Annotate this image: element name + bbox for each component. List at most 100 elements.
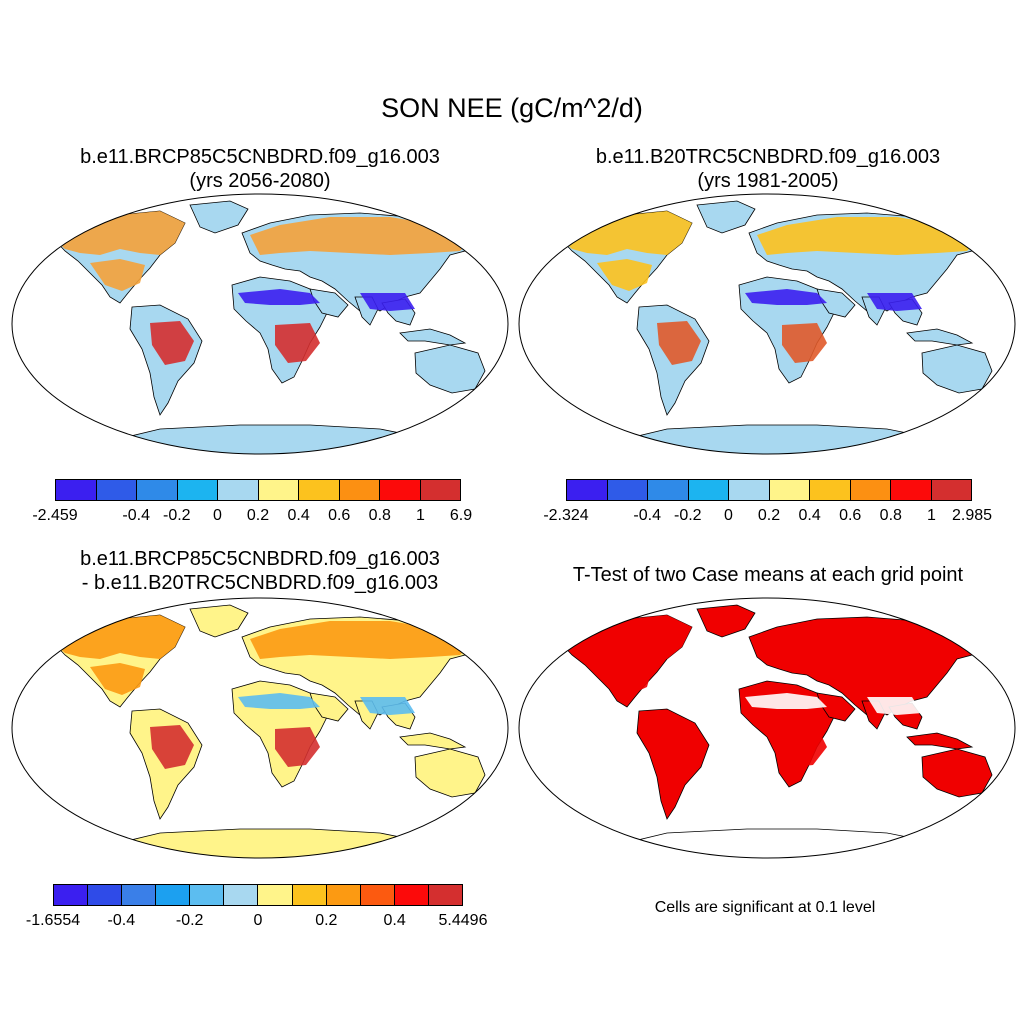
field-region-north — [50, 615, 472, 659]
panel-1-title: b.e11.BRCP85C5CNBDRD.f09_g16.003 (yrs 20… — [10, 145, 510, 193]
colorbar-tick-label: 0.2 — [315, 912, 338, 929]
landmass-indonesia — [906, 328, 974, 346]
map-panel-3 — [11, 597, 509, 859]
colorbar-swatch — [190, 885, 225, 905]
field-region-north — [557, 211, 979, 255]
map-border — [11, 193, 509, 455]
colorbar-tick-label: 0.2 — [246, 507, 270, 524]
colorbar-swatch — [258, 480, 299, 500]
colorbar-swatch — [769, 480, 810, 500]
landmass-newZealand — [1004, 784, 1015, 802]
colorbar-swatch — [729, 480, 770, 500]
colorbar-swatch — [56, 480, 97, 500]
colorbar-tick-label: 0.4 — [798, 507, 821, 524]
colorbar-tick-label: 0.8 — [879, 507, 902, 524]
colorbar-tick-label: 0.6 — [839, 507, 862, 524]
landmass-newZealand — [1004, 380, 1015, 398]
colorbar-swatch — [258, 885, 293, 905]
colorbar-swatch — [224, 885, 259, 905]
landmass-greenland — [189, 200, 249, 234]
colorbar-tick-label: 0.4 — [287, 507, 310, 524]
panel-4-title: T-Test of two Case means at each grid po… — [518, 563, 1018, 587]
map-panel-1 — [11, 193, 509, 455]
significance-note: Cells are significant at 0.1 level — [654, 899, 876, 916]
colorbar-swatch — [137, 480, 178, 500]
field-region-tropics — [745, 289, 922, 311]
colorbar-swatch — [850, 480, 891, 500]
panel-1-title-line2: (yrs 2056-2080) — [189, 170, 331, 192]
colorbar-swatch — [394, 885, 429, 905]
landmass-greenland — [696, 200, 756, 234]
colorbar-swatch — [810, 480, 851, 500]
colorbar-tick-label: 1 — [415, 507, 425, 524]
field-region-amazon — [657, 321, 827, 365]
field-region-northUS — [597, 259, 652, 291]
colorbar-tick-label: -0.4 — [633, 507, 661, 524]
colorbar-swatch — [567, 480, 608, 500]
colorbar-tick-label: 0.2 — [757, 507, 781, 524]
colorbar-2-labels: -2.324 -0.4 -0.2 0 0.2 0.4 0.6 0.8 1 2.985 — [543, 507, 992, 527]
panel-4-title-line1: T-Test of two Case means at each grid po… — [572, 564, 964, 586]
figure-title: SON NEE (gC/m^2/d) — [381, 93, 643, 123]
field-region-northUS — [90, 663, 145, 695]
field-region-northUS — [597, 663, 652, 695]
colorbar-swatch — [360, 885, 395, 905]
landmass-newZealand — [497, 784, 508, 802]
field-region-tropics — [238, 693, 415, 715]
colorbar-swatch — [218, 480, 259, 500]
panel-2-title: b.e11.B20TRC5CNBDRD.f09_g16.003 (yrs 198… — [518, 145, 1018, 193]
landmass-indonesia — [399, 328, 467, 346]
colorbar-tick-label: 1 — [926, 507, 936, 524]
map-border — [11, 597, 509, 859]
field-region-amazon — [657, 725, 827, 769]
colorbar-tick-label: 6.9 — [449, 507, 473, 524]
panel-3-title: b.e11.BRCP85C5CNBDRD.f09_g16.003 - b.e11… — [10, 547, 510, 595]
colorbar-swatch — [292, 885, 327, 905]
colorbar-swatch — [380, 480, 421, 500]
colorbar-tick-label: 0 — [253, 912, 263, 929]
colorbar-tick-label: -0.4 — [122, 507, 150, 524]
colorbar-tick-label: -0.4 — [107, 912, 136, 929]
colorbar-tick-label: -0.2 — [175, 912, 204, 929]
landmass-indonesia — [906, 732, 974, 750]
colorbar-tick-label: 0 — [723, 507, 733, 524]
landmass-greenland — [189, 604, 249, 638]
map-panel-2 — [518, 193, 1016, 455]
colorbar-3 — [53, 884, 463, 906]
field-region-northUS — [90, 259, 145, 291]
colorbar-swatch — [96, 480, 137, 500]
panel-2-title-line1: b.e11.B20TRC5CNBDRD.f09_g16.003 — [595, 146, 941, 168]
map-panel-4 — [518, 597, 1016, 859]
colorbar-swatch — [177, 480, 218, 500]
colorbar-tick-label: 0.4 — [383, 912, 406, 929]
map-border — [518, 597, 1016, 859]
colorbar-tick-label: -2.324 — [543, 507, 589, 524]
colorbar-tick-label: 0 — [212, 507, 222, 524]
colorbar-tick-label: 0.6 — [328, 507, 351, 524]
colorbar-2 — [566, 479, 972, 501]
landmass-newZealand — [497, 380, 508, 398]
field-region-north — [557, 615, 979, 659]
colorbar-swatch — [891, 480, 932, 500]
colorbar-1 — [55, 479, 461, 501]
panel-3-title-line1: b.e11.BRCP85C5CNBDRD.f09_g16.003 — [80, 548, 440, 570]
colorbar-swatch — [688, 480, 729, 500]
panel-1-title-line1: b.e11.BRCP85C5CNBDRD.f09_g16.003 — [80, 146, 440, 168]
colorbar-swatch — [428, 885, 462, 905]
colorbar-swatch — [54, 885, 89, 905]
colorbar-swatch — [339, 480, 380, 500]
colorbar-swatch — [299, 480, 340, 500]
field-region-tropics — [238, 289, 415, 311]
colorbar-1-labels: -2.459 -0.4 -0.2 0 0.2 0.4 0.6 0.8 1 6.9 — [32, 507, 472, 527]
field-region-tropics — [745, 693, 922, 715]
panel-2-title-line2: (yrs 1981-2005) — [697, 170, 839, 192]
field-region-amazon — [150, 321, 320, 365]
colorbar-tick-label: 2.985 — [951, 507, 993, 524]
colorbar-swatch — [88, 885, 123, 905]
colorbar-swatch — [156, 885, 191, 905]
colorbar-tick-label: -1.6554 — [25, 912, 81, 929]
colorbar-swatch — [326, 885, 361, 905]
colorbar-tick-label: -2.459 — [32, 507, 78, 524]
colorbar-swatch — [607, 480, 648, 500]
colorbar-3-labels: -1.6554 -0.4 -0.2 0 0.2 0.4 5.4496 — [26, 912, 488, 932]
